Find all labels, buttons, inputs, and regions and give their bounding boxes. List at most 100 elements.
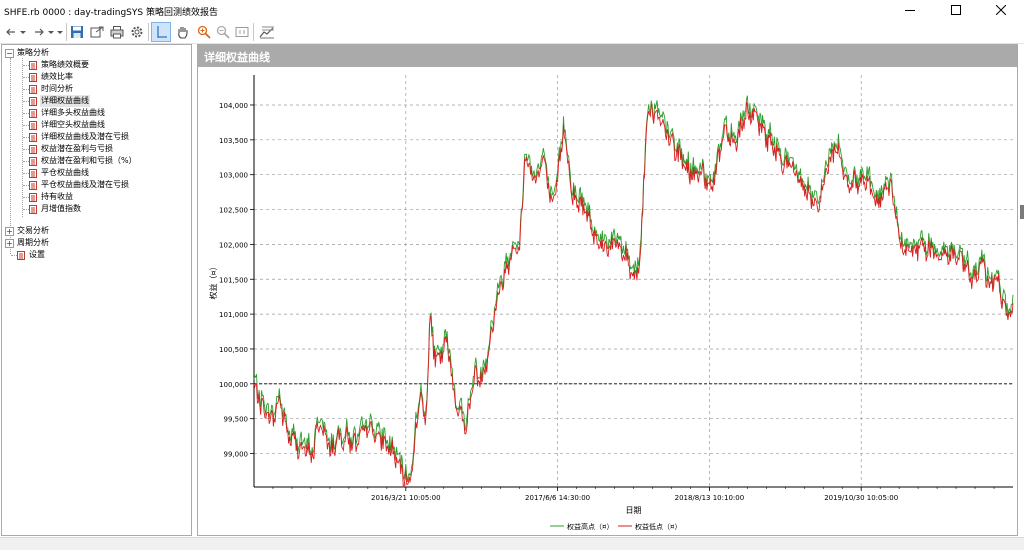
tree-item[interactable]: 持有收益 [29, 191, 74, 203]
back-dropdown-button[interactable] [18, 22, 28, 42]
print-icon [110, 26, 124, 39]
tree-item[interactable]: 权益潜在盈利与亏损 [29, 143, 114, 155]
tree-item-label: 持有收益 [41, 192, 73, 201]
crosshair-cursor-icon [157, 26, 167, 38]
print-button[interactable] [108, 22, 126, 42]
zoom-reset-icon [235, 27, 249, 37]
expand-icon[interactable]: + [5, 226, 14, 236]
y-tick-label: 99,000 [224, 451, 249, 459]
report-page-icon [29, 84, 37, 94]
tree-item[interactable]: 绩效比率 [29, 71, 74, 83]
report-navigation-tree: − 策略分析 策略绩效概要 绩效比率 时间分析 详细权益曲线 详细多头权益曲线 详细空头权… [1, 44, 192, 536]
expand-icon[interactable]: + [5, 238, 14, 248]
report-page-icon [29, 144, 37, 154]
report-page-icon [29, 192, 37, 202]
tree-item[interactable]: 详细多头权益曲线 [29, 107, 106, 119]
tree-guide-line [23, 173, 29, 174]
save-button[interactable] [68, 22, 86, 42]
chart-panel-header: 详细权益曲线 [198, 45, 1017, 67]
report-page-icon [17, 250, 25, 260]
tree-item[interactable]: 时间分析 [29, 83, 74, 95]
y-tick-label: 103,000 [219, 172, 248, 180]
y-tick-label: 101,000 [219, 311, 248, 319]
pan-button[interactable] [173, 22, 191, 42]
report-page-icon [29, 96, 37, 106]
tree-item[interactable]: 详细空头权益曲线 [29, 119, 106, 131]
tree-item[interactable]: 平仓权益曲线 [29, 167, 90, 179]
forward-arrow-icon [35, 28, 44, 36]
maximize-button[interactable] [933, 0, 979, 20]
tree-item-label: 月增值指数 [41, 204, 81, 213]
y-tick-label: 104,000 [219, 102, 248, 110]
x-tick-label: 2018/8/13 10:10:00 [675, 494, 745, 502]
tree-guide-line [23, 149, 29, 150]
tree-item-label: 详细权益曲线 [40, 95, 90, 107]
zoom-out-icon [216, 25, 230, 39]
x-axis-label: 日期 [626, 506, 642, 515]
chart-panel: 99,000 99,500 100,000 100,500 101,000 101,500… [197, 44, 1018, 536]
tree-item-label: 详细空头权益曲线 [41, 120, 105, 129]
series-line-equity-low[interactable] [253, 102, 1014, 489]
zoom-in-icon [197, 25, 211, 39]
hand-pan-icon [178, 27, 188, 39]
tree-guide-line [22, 58, 23, 217]
tree-section-period-analysis[interactable]: + 周期分析 [5, 237, 50, 249]
tree-guide-line [23, 137, 29, 138]
title-bar: SHFE.rb 0000 : day-tradingSYS 策略回测绩效报告 [0, 0, 1024, 20]
window-scroll-indicator[interactable] [1020, 205, 1024, 219]
zoom-out-button[interactable] [214, 22, 232, 42]
tree-item-label: 详细权益曲线及潜在亏损 [41, 132, 129, 141]
tree-section-label: 周期分析 [17, 238, 49, 247]
tree-item[interactable]: 策略绩效概要 [29, 59, 90, 71]
zoom-reset-button[interactable] [233, 22, 251, 42]
tree-item[interactable]: 详细权益曲线 [29, 95, 90, 107]
dropdown-icon [48, 31, 54, 34]
y-tick-label: 102,000 [219, 241, 248, 249]
toolbar-separator [66, 23, 67, 41]
tree-item-settings[interactable]: 设置 [17, 249, 46, 261]
x-tick-label: 2019/10/30 10:05:00 [824, 494, 898, 502]
tree-item[interactable]: 详细权益曲线及潜在亏损 [29, 131, 130, 143]
y-tick-label: 103,500 [219, 137, 248, 145]
close-button[interactable] [978, 0, 1024, 20]
legend-label-equity-high: 权益高点（¤） [567, 522, 613, 531]
copy-chart-button[interactable] [257, 22, 277, 42]
report-page-icon [29, 60, 37, 70]
tree-section-strategy-analysis[interactable]: − 策略分析 [5, 47, 50, 59]
forward-dropdown-button[interactable] [46, 22, 56, 42]
tree-guide-line [23, 161, 29, 162]
chart-panel-title: 详细权益曲线 [204, 51, 270, 64]
history-dropdown-button[interactable] [55, 22, 65, 42]
equity-curve-chart[interactable]: 99,000 99,500 100,000 100,500 101,000 101,500… [198, 45, 1017, 535]
settings-gear-icon [131, 26, 143, 38]
tree-item-label: 权益潜在盈利和亏损（%） [41, 156, 137, 165]
tree-guide-line [23, 125, 29, 126]
report-page-icon [29, 108, 37, 118]
report-page-icon [29, 120, 37, 130]
dropdown-icon [57, 31, 63, 34]
tree-item[interactable]: 月增值指数 [29, 203, 82, 215]
zoom-in-button[interactable] [195, 22, 213, 42]
tree-section-trade-analysis[interactable]: + 交易分析 [5, 225, 50, 237]
tree-guide-line [10, 58, 11, 254]
forward-button[interactable] [32, 22, 46, 42]
crosshair-cursor-button[interactable] [151, 22, 171, 42]
window-title: SHFE.rb 0000 : day-tradingSYS 策略回测绩效报告 [4, 8, 218, 18]
tree-item-label: 设置 [29, 250, 45, 259]
tree-guide-line [11, 255, 17, 256]
report-page-icon [29, 132, 37, 142]
back-button[interactable] [4, 22, 18, 42]
minimize-button[interactable] [887, 0, 933, 20]
y-tick-label: 100,500 [219, 346, 248, 354]
collapse-icon[interactable]: − [5, 48, 14, 58]
toolbar-separator [253, 23, 254, 41]
series-line-equity-high[interactable] [253, 95, 1014, 482]
tree-item[interactable]: 平仓权益曲线及潜在亏损 [29, 179, 130, 191]
tree-item-label: 权益潜在盈利与亏损 [41, 144, 113, 153]
tree-item[interactable]: 权益潜在盈利和亏损（%） [29, 155, 138, 167]
export-button[interactable] [88, 22, 106, 42]
export-icon [90, 26, 104, 38]
settings-button[interactable] [128, 22, 146, 42]
close-icon [996, 5, 1006, 15]
